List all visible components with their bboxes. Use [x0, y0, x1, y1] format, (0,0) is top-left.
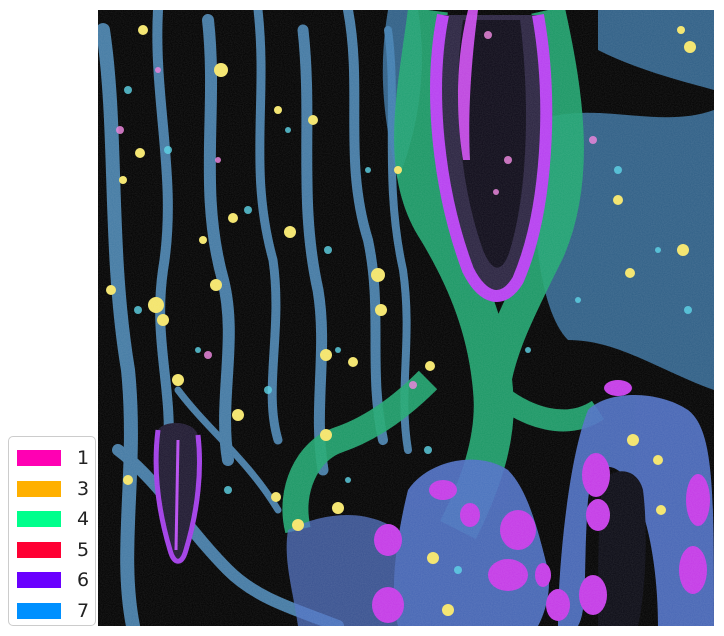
legend-swatch: [17, 511, 61, 528]
legend-swatch: [17, 541, 61, 558]
legend: 1 3 4 5 6 7: [8, 436, 96, 626]
legend-label: 1: [77, 447, 90, 470]
legend-item: 1: [17, 443, 95, 474]
legend-swatch: [17, 480, 61, 497]
legend-swatch: [17, 602, 61, 619]
legend-label: 4: [77, 508, 90, 531]
legend-item: 6: [17, 565, 95, 596]
legend-item: 5: [17, 535, 95, 566]
legend-swatch: [17, 450, 61, 467]
legend-item: 4: [17, 504, 95, 535]
legend-label: 7: [77, 599, 90, 622]
tissue-image: [98, 10, 714, 626]
legend-swatch: [17, 572, 61, 589]
tissue-image-panel: [98, 10, 714, 626]
legend-label: 3: [77, 477, 90, 500]
legend-label: 5: [77, 538, 90, 561]
legend-item: 7: [17, 596, 95, 627]
legend-item: 3: [17, 474, 95, 505]
legend-label: 6: [77, 569, 90, 592]
